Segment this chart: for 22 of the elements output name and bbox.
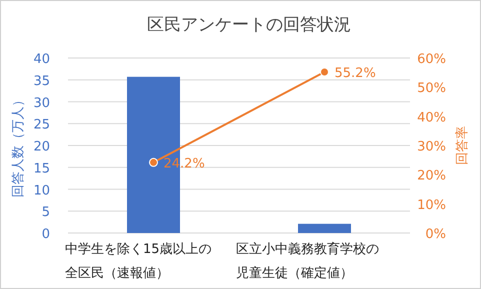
y-tick-label: 0: [42, 227, 50, 242]
x-tick-label: 中学生を除く15歳以上の全区民（速報値）: [65, 241, 213, 283]
x-tick-label: 区立小中義務教育学校の児童生徒（確定値）: [236, 240, 380, 283]
y-tick-label: 25: [33, 118, 50, 133]
y2-tick-label: 30%: [417, 140, 446, 154]
y-tick-label: 20: [33, 140, 50, 154]
y-tick-label: 30: [33, 96, 50, 111]
y2-tick-label: 20%: [417, 168, 446, 184]
data-label: 55.2%: [334, 66, 376, 81]
y2-tick-label: 50%: [417, 81, 446, 96]
y2-tick-label: 10%: [417, 198, 446, 213]
y-axis-title: 回答人数（万人）: [11, 94, 26, 198]
y-tick-label: 10: [33, 183, 50, 198]
y-tick-label: 35: [33, 74, 50, 89]
y2-tick-label: 60%: [417, 52, 446, 67]
y-tick-label: 5: [42, 205, 50, 220]
y2-tick-label: 40%: [417, 110, 446, 126]
y2-axis-title: 回答率: [454, 126, 470, 165]
y2-tick-label: 0%: [425, 227, 446, 242]
title: 区民アンケートの回答状況: [147, 15, 351, 35]
y-tick-label: 15: [33, 161, 50, 176]
y-tick-label: 40: [33, 52, 50, 67]
